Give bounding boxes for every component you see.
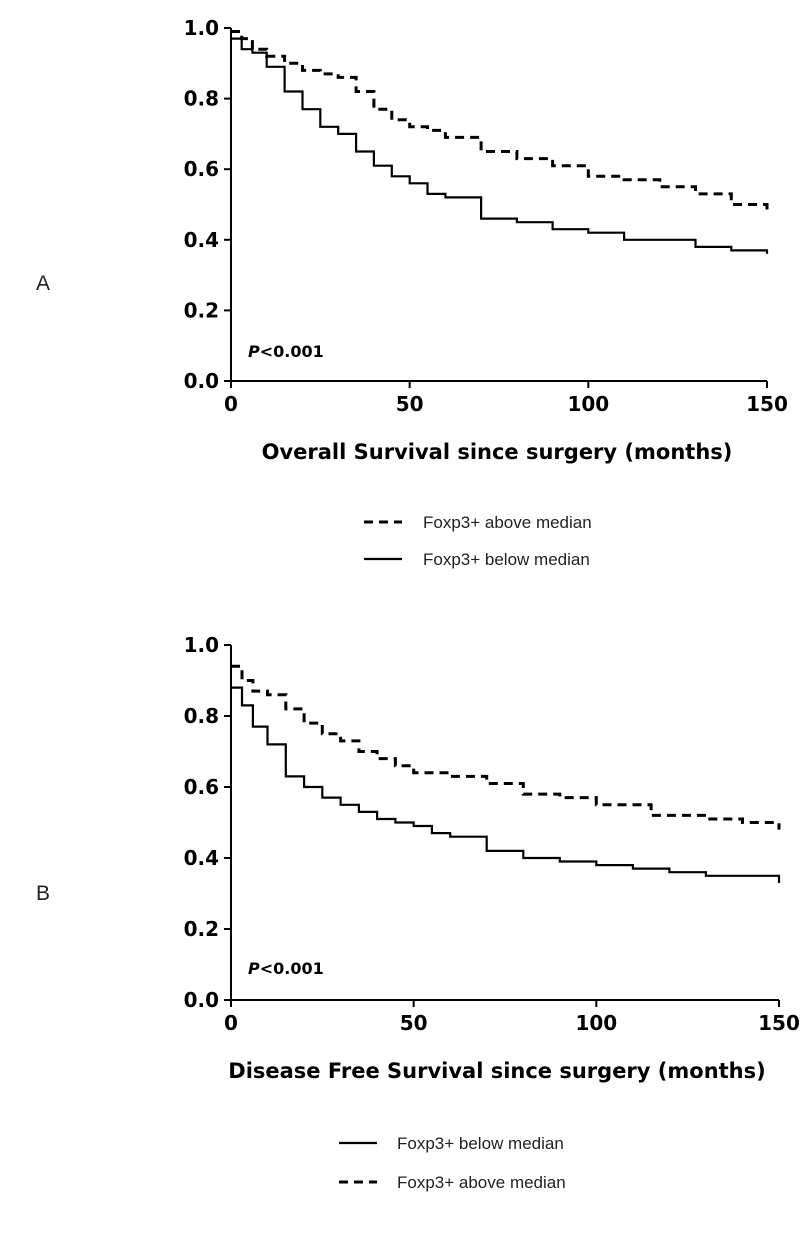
legend-a-item-above: Foxp3+ above median xyxy=(423,513,592,532)
panel-b-y-tick-label: 0.6 xyxy=(184,775,219,799)
legend-b-item-below: Foxp3+ below median xyxy=(397,1134,564,1153)
panel-b-legend: Foxp3+ below median Foxp3+ above median xyxy=(339,1134,566,1192)
panel-b-y-tick-label: 0.8 xyxy=(184,704,219,728)
panel-b-x-tick-label: 150 xyxy=(758,1011,800,1035)
panel-a-x-tick-label: 100 xyxy=(567,392,609,416)
panel-a-y-tick-label: 1.0 xyxy=(184,16,219,40)
panel-a-letter: A xyxy=(36,272,50,295)
panel-a-legend: Foxp3+ above median Foxp3+ below median xyxy=(364,513,592,569)
panel-b-x-axis-label: Disease Free Survival since surgery (mon… xyxy=(228,1059,765,1083)
panel-a-y-tick-label: 0.2 xyxy=(184,298,219,322)
legend-a-item-below: Foxp3+ below median xyxy=(423,550,590,569)
panel-b-p-value: P<0.001 xyxy=(248,959,324,978)
panel-a-p-number: <0.001 xyxy=(260,342,324,361)
panel-a-p-symbol: P xyxy=(248,342,260,361)
legend-b-item-above: Foxp3+ above median xyxy=(397,1173,566,1192)
panel-b-series-above-median-line xyxy=(231,664,781,830)
panel-a-x-tick-label: 150 xyxy=(746,392,788,416)
panel-a-y-tick-label: 0.4 xyxy=(184,228,219,252)
panel-a-x-tick-label: 0 xyxy=(224,392,238,416)
panel-a-x-tick-label: 50 xyxy=(396,392,424,416)
panel-b-p-symbol: P xyxy=(248,959,260,978)
panel-b-series-below-median-line xyxy=(231,686,781,883)
panel-a-series-above-median-line xyxy=(231,30,769,212)
panel-b-x-tick-label: 0 xyxy=(224,1011,238,1035)
panel-a-y-tick-label: 0.8 xyxy=(184,87,219,111)
panel-b-x-tick-label: 50 xyxy=(400,1011,428,1035)
panel-a: A 0.0 0.2 0.4 0.6 0.8 1.0 0 50 100 150 Overall Su… xyxy=(36,16,788,569)
panel-b-y-tick-label: 1.0 xyxy=(184,633,219,657)
panel-a-series-below-median-line xyxy=(231,37,769,254)
panel-a-y-tick-label: 0.0 xyxy=(184,369,219,393)
panel-a-p-value: P<0.001 xyxy=(248,342,324,361)
panel-a-x-axis-label: Overall Survival since surgery (months) xyxy=(262,440,733,464)
panel-a-y-tick-label: 0.6 xyxy=(184,157,219,181)
panel-b-p-number: <0.001 xyxy=(260,959,324,978)
panel-b-y-tick-label: 0.4 xyxy=(184,846,219,870)
panel-b-y-tick-label: 0.2 xyxy=(184,917,219,941)
panel-b: B 0.0 0.2 0.4 0.6 0.8 1.0 0 50 100 150 Disease Fr… xyxy=(36,633,800,1192)
panel-b-x-tick-label: 100 xyxy=(575,1011,617,1035)
panel-b-letter: B xyxy=(36,882,50,905)
panel-a-plot: 0.0 0.2 0.4 0.6 0.8 1.0 0 50 100 150 xyxy=(184,16,788,416)
panel-b-plot: 0.0 0.2 0.4 0.6 0.8 1.0 0 50 100 150 xyxy=(184,633,800,1035)
panel-b-y-tick-label: 0.0 xyxy=(184,988,219,1012)
